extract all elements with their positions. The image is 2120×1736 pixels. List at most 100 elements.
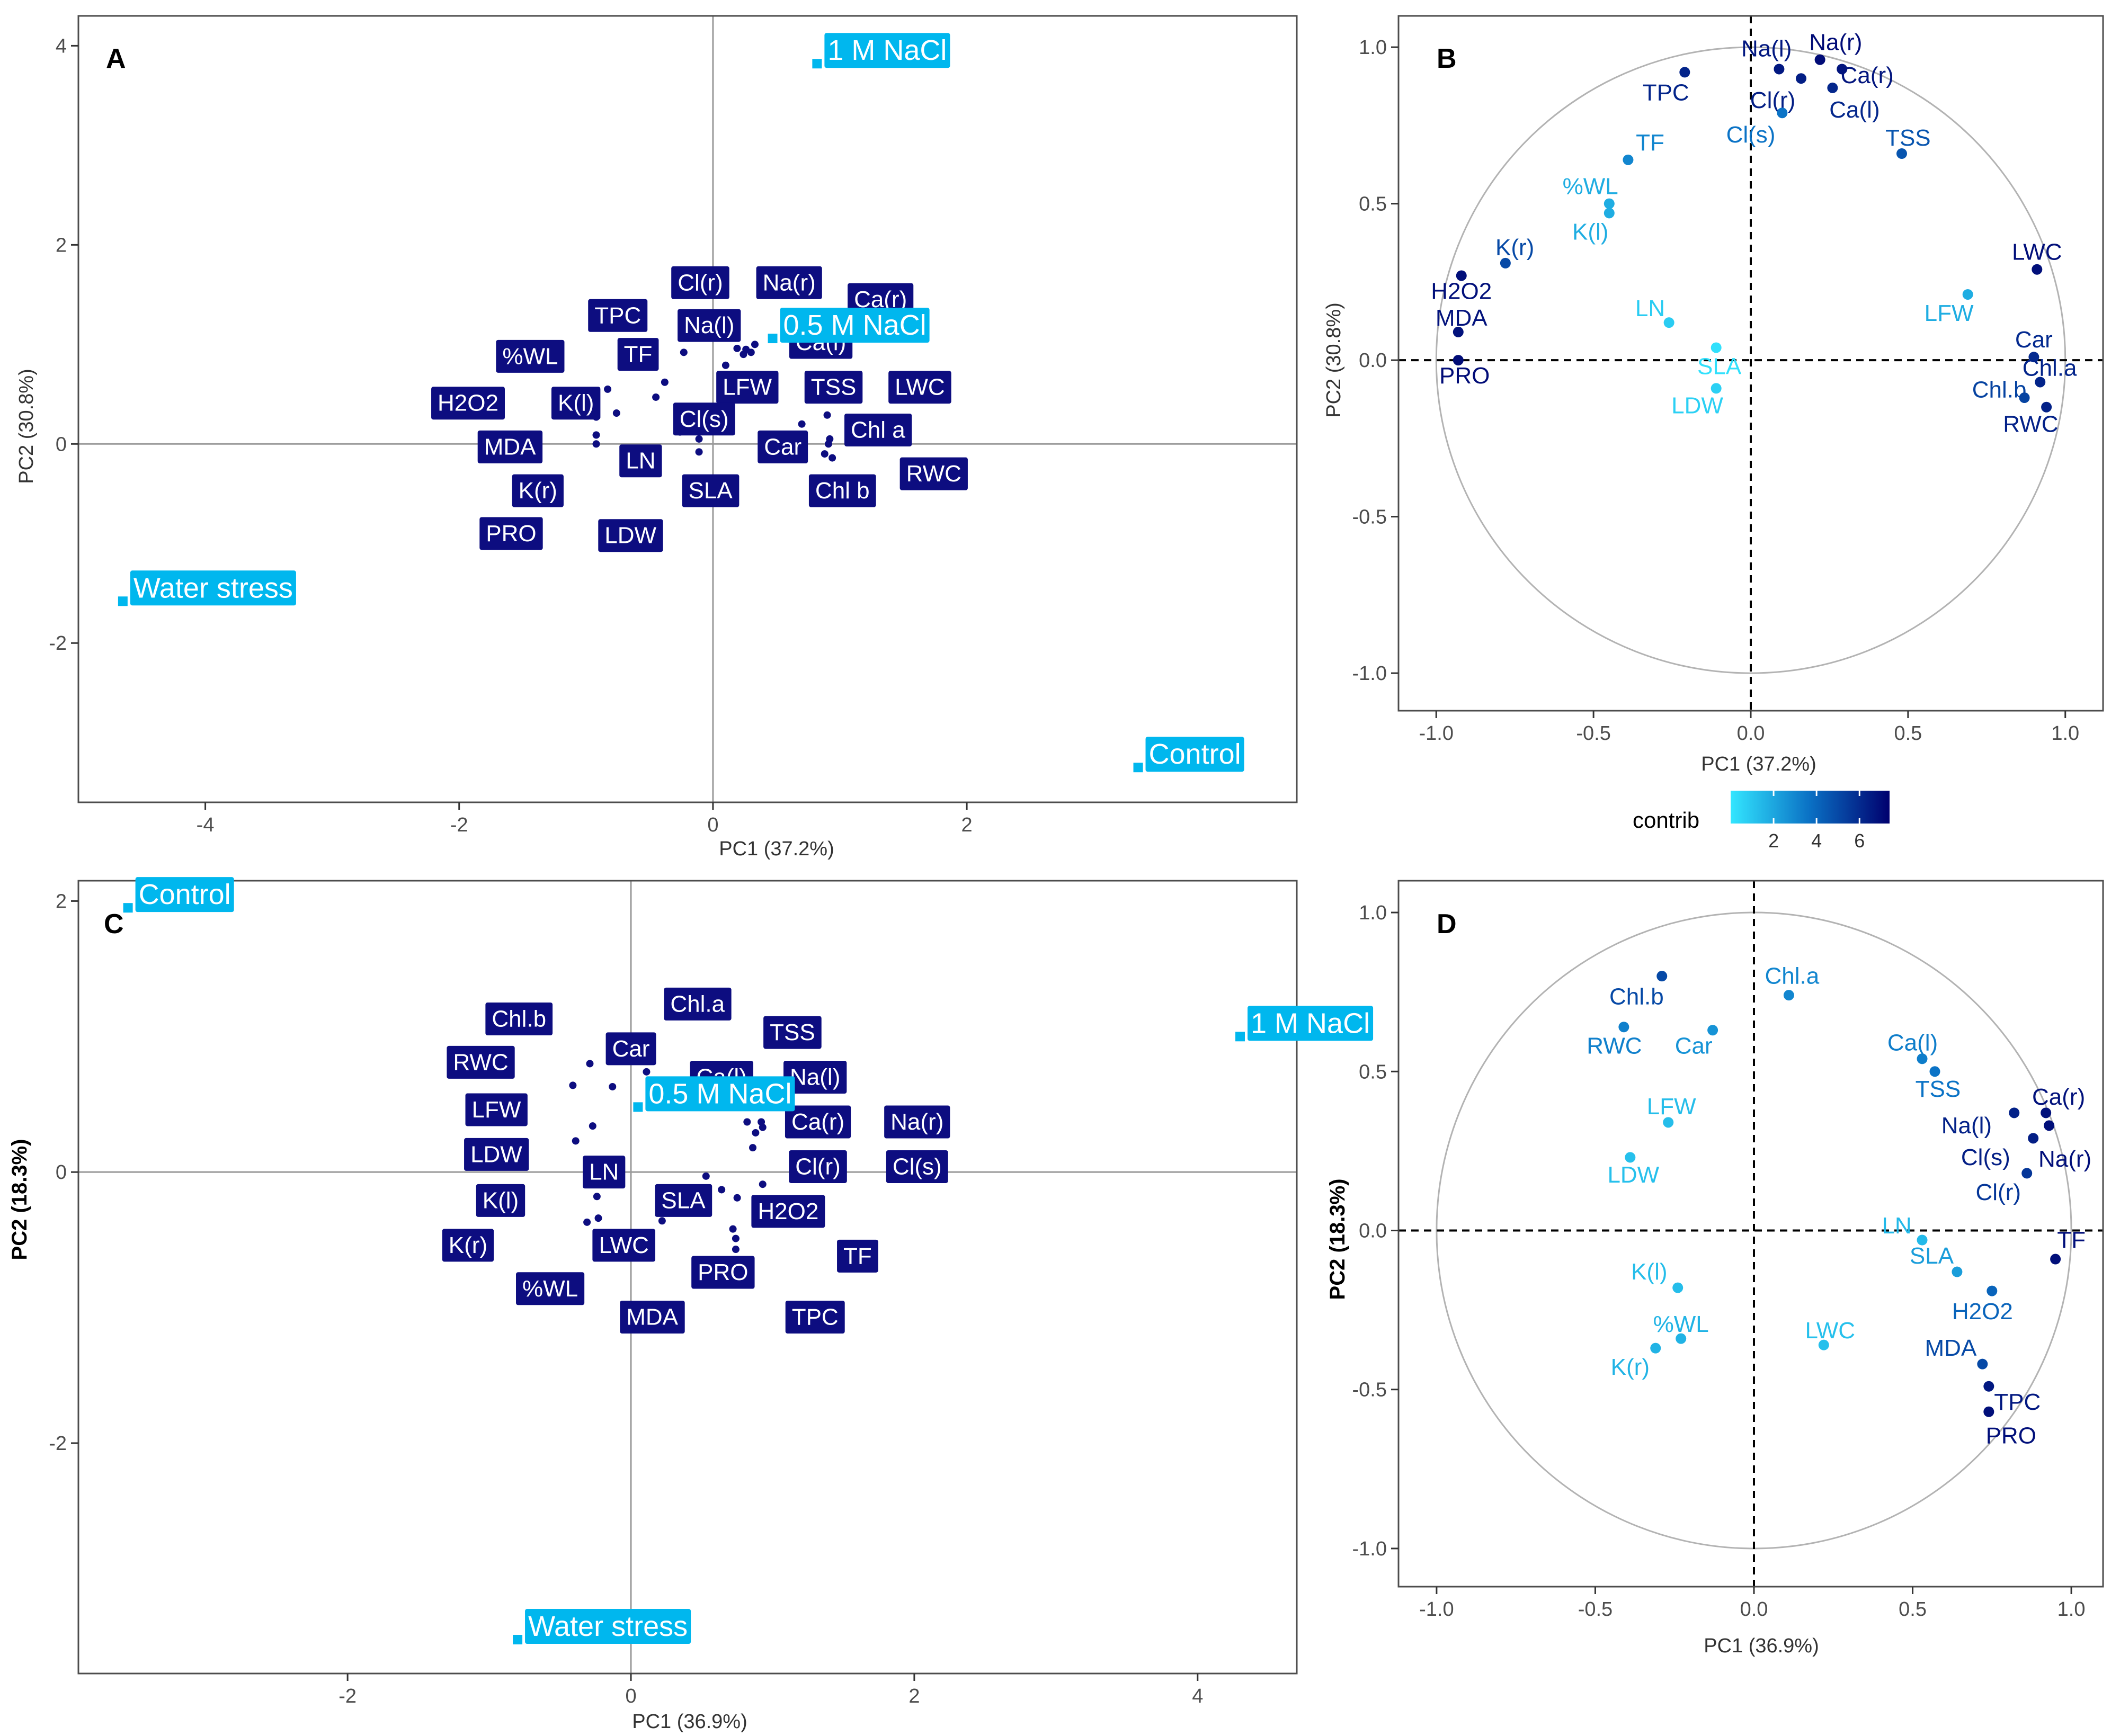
panel-a-var-label-group: LFW [716,371,779,404]
panel-b-var-label: Na(l) [1741,36,1792,62]
panel-a-var-point [747,348,755,356]
panel-c-var-label-group: TF [837,1239,878,1273]
panel-b-var-label: H2O2 [1431,279,1492,305]
panel-c-var-label-box [447,1045,515,1079]
panel-d-var-point [1917,1053,1928,1064]
panel-c-ind-label-box [645,1076,795,1112]
panel-a-var-label: K(l) [558,390,594,416]
panel-b-var-point [1827,82,1838,93]
panel-a-xtick-label: -2 [450,814,468,836]
panel-d-var-label: PRO [1986,1422,2036,1448]
panel-c-var-label-box [465,1093,528,1126]
panel-a-var-label-box [678,309,741,342]
panel-a-var-label-group: Na(r) [756,266,822,299]
panel-d-var-point [1676,1333,1687,1344]
panel-a-var-point [733,344,741,352]
panel-a-var-label: LN [626,448,655,474]
panel-a-var-point [721,361,729,369]
panel-a-var-label-box [716,371,779,404]
panel-a-var-label-group: RWC [899,457,968,490]
panel-d-letter: D [1437,909,1457,939]
panel-b-var-point [1896,148,1907,159]
panel-c-var-label-group: LDW [464,1138,529,1171]
panel-a-xtick-label: 2 [961,814,973,836]
panel-b-var-label: Ca(l) [1829,97,1880,123]
panel-b-var-point [1456,270,1467,281]
panel-a-var-label-box [888,371,951,404]
panel-d-var-point [1917,1234,1928,1246]
panel-b-var-point [1837,64,1848,75]
panel-b-var-label: Ca(r) [1841,62,1894,88]
panel-a-var-label-box [756,266,822,299]
panel-a-var-point [592,431,600,439]
panel-a-xtick-label: -4 [197,814,215,836]
panel-a-var-label-box [496,339,565,373]
panel-a-var-label: TSS [811,374,857,400]
panel-d-var-point [2028,1133,2039,1144]
panel-d-var-label: K(l) [1631,1259,1667,1285]
panel-b-var-label: %WL [1563,174,1618,200]
panel-a-var-point [829,454,836,462]
panel-b-xtick-label: -0.5 [1576,722,1610,745]
panel-a-var-label: Car [764,434,801,460]
panel-d-xtick-label: -0.5 [1578,1598,1613,1621]
panel-c-var-point [759,1123,767,1131]
panel-a-var-label-group: Cl(r) [671,266,729,299]
panel-d-var-label: Cl(r) [1976,1179,2021,1205]
panel-c-xtick-label: 4 [1192,1685,1203,1707]
panel-c-var-label: TF [843,1243,872,1269]
panel-c-frame [77,880,1298,1675]
panel-a-var-label-box [512,474,564,507]
panel-c-var-label: Chl.a [670,991,725,1017]
panel-c-var-point [702,1172,710,1180]
panel-a-var-point [740,351,747,359]
panel-b-var-label: K(r) [1495,235,1534,261]
panel-c-var-label-box [783,1061,847,1094]
contrib-legend: contrib 2 4 6 [1633,791,1890,852]
panel-c-var-label-box [837,1239,878,1273]
panel-c-var-label-group: RWC [447,1045,515,1079]
panel-a-ind-point [118,596,128,606]
panel-b-xtick-label: -1.0 [1419,722,1454,745]
panel-c-ind-label: 1 M NaCl [1251,1007,1370,1039]
panel-d-xtick-label: 0.0 [1740,1598,1768,1621]
panel-c-var-point [572,1137,580,1145]
panel-c-var-label-group: PRO [691,1256,755,1289]
panel-a-ytick-label: 2 [56,234,67,256]
panel-c-xtick-label: 2 [908,1685,920,1707]
panel-b-ytick-label: -0.5 [1352,506,1387,529]
panel-c-var-label: %WL [522,1276,578,1302]
panel-d-var-label: Car [1675,1033,1713,1059]
panel-d-var-point [1783,990,1794,1001]
panel-d-var-label: RWC [1587,1033,1642,1059]
panel-c-ind-label: 0.5 M NaCl [648,1078,791,1109]
panel-c-var-label: TSS [770,1019,815,1045]
panel-a-var-label-group: Chl b [808,474,876,507]
panel-b-var-label: Chl.b [1972,377,2027,403]
panel-a-var-label-group: %WL [496,339,565,373]
panel-a-xlabel: PC1 (37.2%) [719,838,834,860]
panel-a-var-label-group: K(l) [551,387,601,420]
panel-c-var-point [759,1180,767,1188]
panel-a-var-point [661,378,669,386]
panel-a-ind-point [768,334,778,344]
panel-b-var-label: LN [1635,296,1665,321]
legend-colorbar [1731,791,1890,824]
panel-d-xtick-label: 1.0 [2057,1598,2086,1621]
legend-tick-label: 6 [1854,830,1865,852]
panel-c-var-point [733,1194,741,1202]
panel-b-var-label: Cl(r) [1750,87,1796,113]
panel-c-ylabel: PC2 (18.3%) [8,1139,31,1260]
panel-b-ylabel: PC2 (30.8%) [1323,302,1345,418]
panel-b-var-label: TPC [1643,79,1689,105]
panel-a-var-point [798,420,806,428]
panel-d-xlabel: PC1 (36.9%) [1704,1635,1819,1657]
panel-d-ytick-label: 1.0 [1359,902,1387,924]
panel-d-var-label: Na(r) [2038,1146,2091,1172]
panel-c-var-label: Car [612,1036,650,1062]
panel-a-var-label-group: PRO [479,517,543,550]
panel-c-var-point [658,1217,666,1225]
panel-c-var-point [749,1144,757,1152]
panel-d-var-point [1663,1117,1674,1128]
panel-c-var-label: PRO [698,1259,748,1285]
